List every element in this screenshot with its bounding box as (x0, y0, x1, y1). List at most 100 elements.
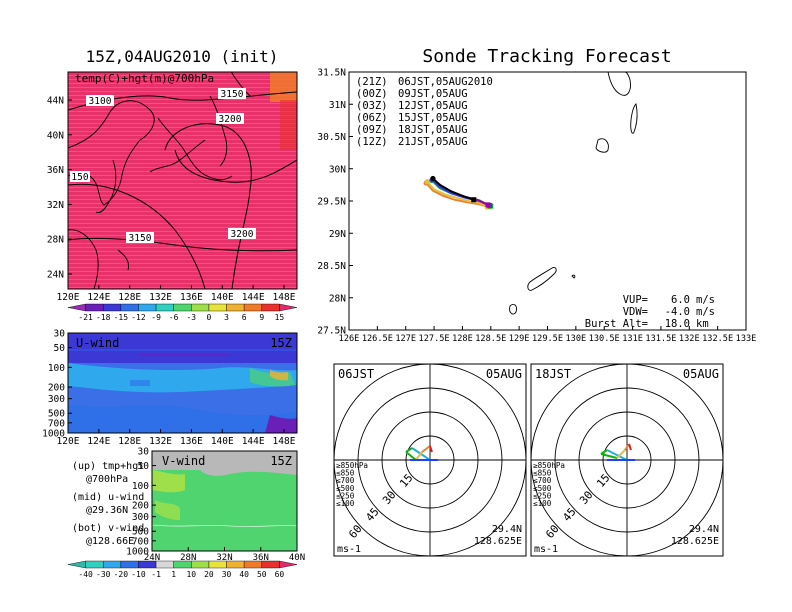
track-landing-marker (471, 197, 477, 203)
colorbar-label: -18 (96, 313, 111, 322)
pressure-label: 100 (48, 363, 65, 374)
track-launch-marker (430, 175, 436, 182)
colorbar-swatch (120, 303, 139, 312)
track-lon-label: 126E (339, 334, 360, 344)
level-legend: ≤500 (336, 484, 355, 493)
contour-label-2: 3150 (221, 89, 244, 100)
legend-code: (12Z) (356, 136, 388, 148)
colorbar-swatch (226, 303, 245, 312)
colorbar-label: 60 (275, 570, 285, 579)
map-lon-label: 128E (118, 292, 141, 303)
colorbar-swatch (155, 303, 174, 312)
level-legend: ≤850 (533, 469, 552, 478)
hodograph-segment (415, 451, 423, 461)
v-lat-label: 28N (180, 553, 196, 563)
hodograph-segment (606, 449, 628, 461)
colorbar-label: 40 (239, 570, 249, 579)
legend-text: 18JST,05AUG (398, 124, 468, 136)
track-lat-label: 28.5N (317, 261, 346, 272)
colorbar-label: 50 (257, 570, 267, 579)
track-lat-axis: 31.5N 31N 30.5N 30N 29.5N 29N 28.5N 28N 27.5N (317, 68, 353, 337)
colorbar-label: -1 (151, 570, 161, 579)
map-lon-label: 120E (57, 292, 80, 303)
colorbar-swatch (67, 560, 86, 569)
colorbar-label: 1 (171, 570, 176, 579)
temperature-colorbar: -21 -18 -15 -12 -9 -6 -3 0 3 6 9 15 (67, 303, 298, 322)
left-title: 15Z,04AUG2010 (init) (86, 47, 279, 66)
track-lon-label: 129.5E (532, 334, 563, 344)
level-legend: ≤250 (336, 491, 355, 500)
level-legend: ≤100 (533, 499, 552, 508)
hodograph-lon: 128.625E (671, 536, 719, 547)
colorbar-label: 6 (242, 313, 247, 322)
panel-notes: (up) tmp+hgt @700hPa (mid) u-wind @29.36… (72, 461, 144, 547)
map-lon-label: 144E (242, 292, 265, 303)
track-lat-label: 29.5N (317, 197, 346, 208)
contour-label-1: 3100 (89, 96, 112, 107)
legend-text: 21JST,05AUG (398, 136, 468, 148)
colorbar-swatch (279, 303, 298, 312)
pressure-label: 700 (48, 418, 65, 429)
legend-code: (09Z) (356, 124, 388, 136)
colorbar-swatch (261, 560, 280, 569)
v-lat-label: 32N (216, 553, 232, 563)
pressure-label: 300 (48, 394, 65, 405)
legend-code: (00Z) (356, 88, 388, 100)
colorbar-swatch (279, 560, 298, 569)
track-lon-label: 131E (622, 334, 643, 344)
pressure-label: 1000 (126, 547, 149, 558)
colorbar-swatch (173, 303, 192, 312)
legend-text: 15JST,05AUG (398, 112, 468, 124)
note-mid-b: @29.36N (86, 505, 128, 516)
hodograph-unit: ms-1 (337, 544, 361, 555)
u-wind-time: 15Z (270, 336, 292, 350)
hodograph-lon: 128.625E (474, 536, 522, 547)
v-lat-label: 24N (144, 553, 160, 563)
hodograph-segment (616, 449, 626, 459)
contour-label-4: 150 (71, 172, 88, 183)
colorbar-label: -6 (169, 313, 179, 322)
track-lon-label: 132E (679, 334, 700, 344)
u-lon-label: 136E (180, 436, 203, 447)
track-lon-label: 127E (395, 334, 416, 344)
track-lon-label: 129E (509, 334, 530, 344)
map-lat-label: 24N (47, 270, 64, 281)
level-legend: ≥850hPa (336, 461, 368, 470)
pressure-label: 300 (132, 512, 149, 523)
note-bot-a: (bot) v-wind (72, 523, 144, 534)
contour-label-5: 3150 (129, 233, 152, 244)
track-lat-label: 27.5N (317, 326, 346, 337)
hodograph-unit: ms-1 (534, 544, 558, 555)
level-legend: ≤700 (533, 476, 552, 485)
track-lat-label: 30.5N (317, 132, 346, 143)
colorbar-label: 30 (222, 570, 232, 579)
colorbar-label: -9 (151, 313, 161, 322)
hodograph-segment (628, 443, 632, 451)
track-lat-label: 29N (329, 229, 346, 240)
v-lat-label: 40N (289, 553, 305, 563)
track-lat-label: 28N (329, 293, 346, 304)
u-wind-lon-axis: 120E 124E 128E 132E 136E 140E 144E 148E (57, 429, 296, 447)
map-lon-label: 148E (273, 292, 296, 303)
u-lon-label: 144E (242, 436, 265, 447)
burst-key: Burst Alt= (585, 318, 648, 330)
map-lat-label: 32N (47, 200, 64, 211)
track-line (426, 180, 489, 208)
colorbar-swatch (191, 303, 210, 312)
colorbar-label: -20 (114, 570, 129, 579)
v-wind-lat-axis: 24N 28N 32N 36N 40N (144, 547, 305, 563)
colorbar-swatch (173, 560, 192, 569)
track-landing-marker (485, 202, 491, 208)
legend-text: 12JST,05AUG (398, 100, 468, 112)
hodograph-date: 05AUG (486, 367, 522, 381)
launch-parameters: VUP= 6.0 m/s VDW= -4.0 m/s Burst Alt= 18… (585, 294, 715, 330)
pressure-label: 700 (132, 536, 149, 547)
map-lon-label: 132E (149, 292, 172, 303)
map-lat-label: 28N (47, 235, 64, 246)
temperature-height-map: 15Z,04AUG2010 (init) temp(C)+hgt(m)@700h… (47, 47, 298, 303)
colorbar-swatch (208, 303, 227, 312)
